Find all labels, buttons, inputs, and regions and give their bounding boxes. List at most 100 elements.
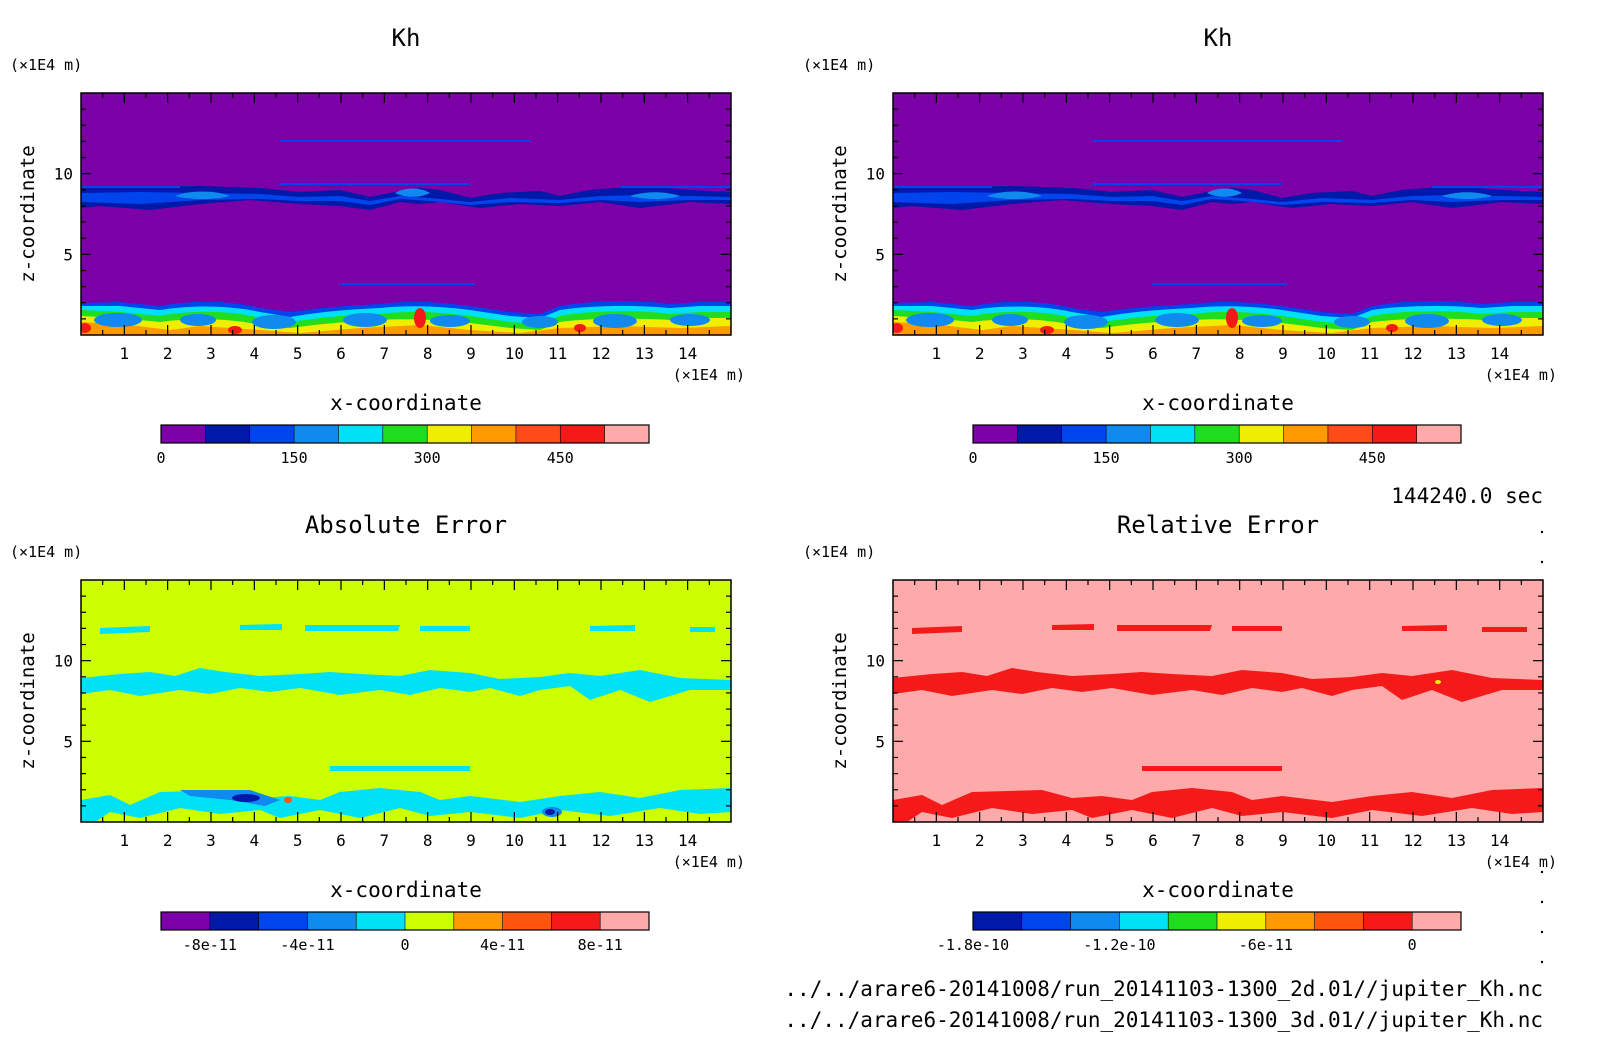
x-tick-label: 3 <box>1018 831 1028 850</box>
x-tick-label: 1 <box>120 344 130 363</box>
colorbar-tick-label: 300 <box>1226 449 1253 467</box>
contour-band <box>175 191 230 199</box>
contour-band <box>1435 680 1441 684</box>
x-tick-label: 10 <box>1317 344 1336 363</box>
contour-band <box>81 192 731 205</box>
colorbar-swatch <box>161 425 206 443</box>
contour-band <box>670 314 710 326</box>
y-ticks: 5 10 <box>54 108 731 320</box>
colorbar-swatch <box>1412 912 1462 930</box>
y-tick-label: 5 <box>63 732 73 751</box>
colorbar: -1.8e-10 -1.2e-10 -6e-11 0 <box>937 911 1462 954</box>
contour-band <box>1402 625 1447 631</box>
x-tick-label: 2 <box>975 831 985 850</box>
x-tick-label: 6 <box>336 344 346 363</box>
x-tick-label: 1 <box>932 344 942 363</box>
colorbar-tick-label: 150 <box>1093 449 1120 467</box>
contour-band <box>590 625 635 631</box>
x-tick-label: 10 <box>505 344 524 363</box>
x-tick-label: 4 <box>250 344 260 363</box>
x-tick-label: 8 <box>1235 344 1245 363</box>
contour-band <box>228 326 242 334</box>
colorbar-swatch <box>1416 425 1462 443</box>
colorbar-swatch <box>1150 425 1196 443</box>
contour-band <box>180 790 280 806</box>
x-tick-label: 11 <box>548 831 567 850</box>
contour-band <box>1432 186 1543 188</box>
colorbar-swatch <box>1327 425 1373 443</box>
x-tick-label: 14 <box>1490 344 1509 363</box>
colorbar-swatch <box>1314 912 1364 930</box>
contour-band <box>252 315 296 329</box>
colorbar-tick-label: 300 <box>414 449 441 467</box>
contour-band <box>893 186 992 188</box>
colorbar-swatch <box>471 425 517 443</box>
contour-band <box>522 316 558 328</box>
colorbar-swatch <box>1061 425 1107 443</box>
file-path-1: ../../arare6-20141008/run_20141103-1300_… <box>784 977 1543 1001</box>
y-tick-label: 5 <box>875 732 885 751</box>
x-tick-label: 12 <box>1403 344 1422 363</box>
contour-band <box>912 626 962 634</box>
contour-band <box>1092 140 1342 142</box>
contour-band <box>100 626 150 634</box>
contour-band <box>1405 314 1449 328</box>
x-unit-label: (×1E4 m) <box>1485 853 1557 871</box>
x-tick-label: 12 <box>591 831 610 850</box>
contour-band <box>1232 626 1282 631</box>
colorbar-swatch <box>1168 912 1218 930</box>
contour-band <box>593 314 637 328</box>
colorbar-swatch <box>161 912 211 930</box>
plot-background <box>893 93 1543 335</box>
x-tick-label: 6 <box>336 831 346 850</box>
contour-band <box>395 188 430 197</box>
contour-band <box>893 322 1543 335</box>
dot <box>1540 900 1544 904</box>
x-tick-label: 4 <box>250 831 260 850</box>
x-tick-label: 4 <box>1062 831 1072 850</box>
colorbar-swatch <box>205 425 251 443</box>
x-tick-label: 10 <box>505 831 524 850</box>
x-tick-label: 9 <box>1278 831 1288 850</box>
panel-title: Absolute Error <box>305 511 507 539</box>
x-tick-label: 11 <box>1360 831 1379 850</box>
x-tick-label: 3 <box>206 344 216 363</box>
time-label: 144240.0 sec <box>1391 484 1543 508</box>
y-tick-label: 10 <box>54 165 73 184</box>
colorbar-tick-label: -8e-11 <box>183 936 237 954</box>
contour-band <box>987 191 1042 199</box>
contour-band <box>1482 314 1522 326</box>
y-axis-label: z-coordinate <box>829 145 851 282</box>
x-tick-label: 8 <box>423 831 433 850</box>
contour-band <box>1207 188 1242 197</box>
colorbar-swatch <box>1363 912 1413 930</box>
contour-band <box>81 322 731 335</box>
colorbar: 0 150 300 450 <box>968 424 1462 467</box>
colorbar-tick-label: 0 <box>968 449 977 467</box>
x-tick-label: 4 <box>1062 344 1072 363</box>
panel-kh-3d: Kh (×1E4 m) <box>803 24 1557 467</box>
contour-band <box>906 313 954 327</box>
contour-band <box>1334 316 1370 328</box>
x-tick-label: 11 <box>1360 344 1379 363</box>
plot-background <box>81 93 731 335</box>
contour-band <box>94 313 142 327</box>
x-ticks: 1 2 3 4 5 6 7 8 9 10 11 12 13 14 <box>102 580 710 850</box>
contour-band <box>305 625 400 631</box>
colorbar-swatch <box>1265 912 1316 930</box>
x-tick-label: 13 <box>1447 344 1466 363</box>
panel-absolute-error: Absolute Error (×1E4 m) 1 2 3 4 5 6 7 8 9 10 11 12 1… <box>10 511 745 954</box>
colorbar-tick-label: -1.2e-10 <box>1083 936 1155 954</box>
x-tick-label: 5 <box>1105 344 1115 363</box>
colorbar: -8e-11 -4e-11 0 4e-11 8e-11 <box>160 911 650 954</box>
contour-band <box>1226 308 1238 328</box>
y-unit-label: (×1E4 m) <box>803 543 875 561</box>
contour-band <box>1040 326 1054 334</box>
x-tick-label: 8 <box>1235 831 1245 850</box>
x-axis-label: x-coordinate <box>330 878 482 902</box>
contour-band <box>1092 183 1282 185</box>
x-tick-label: 2 <box>163 831 173 850</box>
y-tick-label: 10 <box>866 165 885 184</box>
contour-band <box>343 313 387 327</box>
x-tick-label: 5 <box>293 831 303 850</box>
